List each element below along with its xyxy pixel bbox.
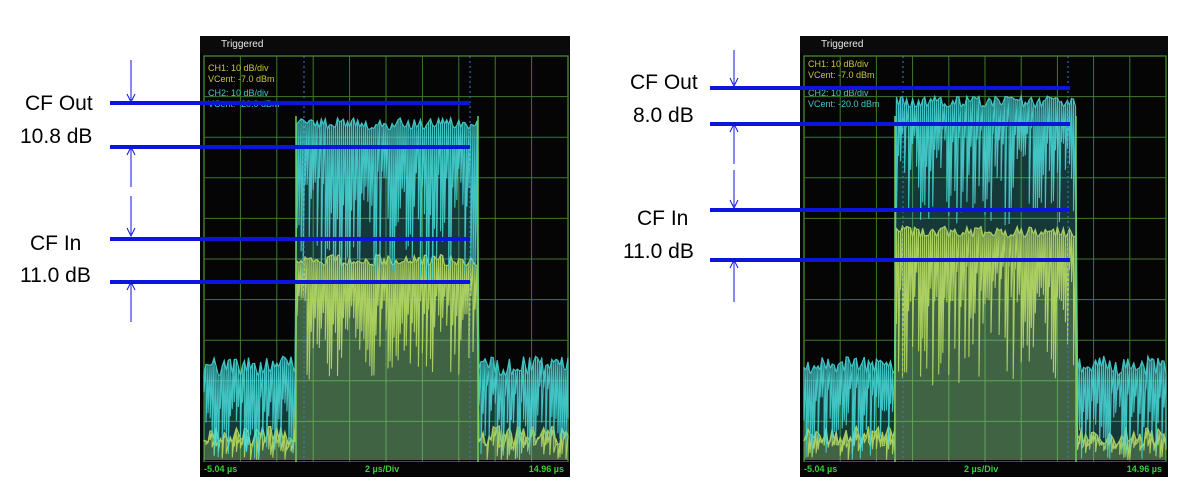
cf-in-top-line-right <box>710 208 1070 212</box>
arrow-down-icon <box>729 50 739 88</box>
cf-in-bottom-line-right <box>710 258 1070 262</box>
cf-in-bottom-line-left <box>110 280 470 284</box>
arrow-up-icon <box>126 282 136 322</box>
cf-in-label-left: CF In <box>30 232 82 255</box>
ch1-scale-readout: CH1: 10 dB/div <box>208 63 269 73</box>
cf-out-bottom-line-left <box>110 145 470 149</box>
arrow-down-icon <box>126 196 136 238</box>
ch2-scale-readout: CH2: 10 dB/div <box>208 88 269 98</box>
cf-in-top-line-left <box>110 237 470 241</box>
cf-in-label-right: CF In <box>637 207 689 230</box>
ch2-vcent-readout: VCent: -20.0 dBm <box>808 99 880 109</box>
arrow-down-icon <box>729 170 739 210</box>
ch1-scale-readout: CH1: 10 dB/div <box>808 59 869 69</box>
x-div-label: 2 µs/Div <box>365 464 400 474</box>
ch2-trace-group-trace <box>803 96 1167 460</box>
scope-display-right: Triggered CH1: 10 dB/div VCent: -7.0 dBm… <box>800 36 1168 477</box>
arrow-up-icon <box>126 147 136 187</box>
x-div-label: 2 µs/Div <box>964 464 999 474</box>
cf-out-value-right: 8.0 dB <box>633 104 694 127</box>
x-axis-footer: -5.04 µs 2 µs/Div 14.96 µs <box>800 462 1168 477</box>
cf-out-label-left: CF Out <box>25 92 93 115</box>
cf-out-top-line-right <box>710 86 1070 90</box>
x-end-label: 14.96 µs <box>528 464 564 474</box>
arrow-down-icon <box>126 60 136 104</box>
ch2-trace-group <box>203 115 569 460</box>
ch2-scale-readout: CH2: 10 dB/div <box>808 88 869 98</box>
cf-in-value-left: 11.0 dB <box>20 264 91 287</box>
trigger-status: Triggered <box>200 36 570 54</box>
x-start-label: -5.04 µs <box>204 464 238 474</box>
ch1-trace-group-envelope <box>203 252 569 449</box>
cf-out-bottom-line-right <box>710 122 1070 126</box>
waveform-plot-left <box>203 55 569 463</box>
arrow-up-icon <box>729 124 739 164</box>
arrow-up-icon <box>729 260 739 302</box>
x-axis-footer: -5.04 µs 2 µs/Div 14.96 µs <box>200 462 570 477</box>
cf-out-top-line-left <box>110 101 470 105</box>
ch1-vcent-readout: VCent: -7.0 dBm <box>808 70 875 80</box>
x-end-label: 14.96 µs <box>1126 464 1162 474</box>
ch1-vcent-readout: VCent: -7.0 dBm <box>208 74 275 84</box>
ch1-trace-group-trace <box>203 254 569 460</box>
ch2-trace-group-envelope <box>803 94 1167 378</box>
scope-display-left: Triggered CH1: 10 dB/div VCent: -7.0 dBm… <box>200 36 570 477</box>
ch1-trace-group <box>203 252 569 460</box>
trigger-status: Triggered <box>800 36 1168 54</box>
cf-out-value-left: 10.8 dB <box>20 125 93 148</box>
cf-out-label-right: CF Out <box>630 71 698 94</box>
ch2-trace-group <box>803 94 1167 460</box>
ch2-trace-group-trace <box>203 117 569 460</box>
ch2-trace-group-envelope <box>203 115 569 379</box>
cf-in-value-right: 11.0 dB <box>623 240 694 263</box>
x-start-label: -5.04 µs <box>804 464 838 474</box>
